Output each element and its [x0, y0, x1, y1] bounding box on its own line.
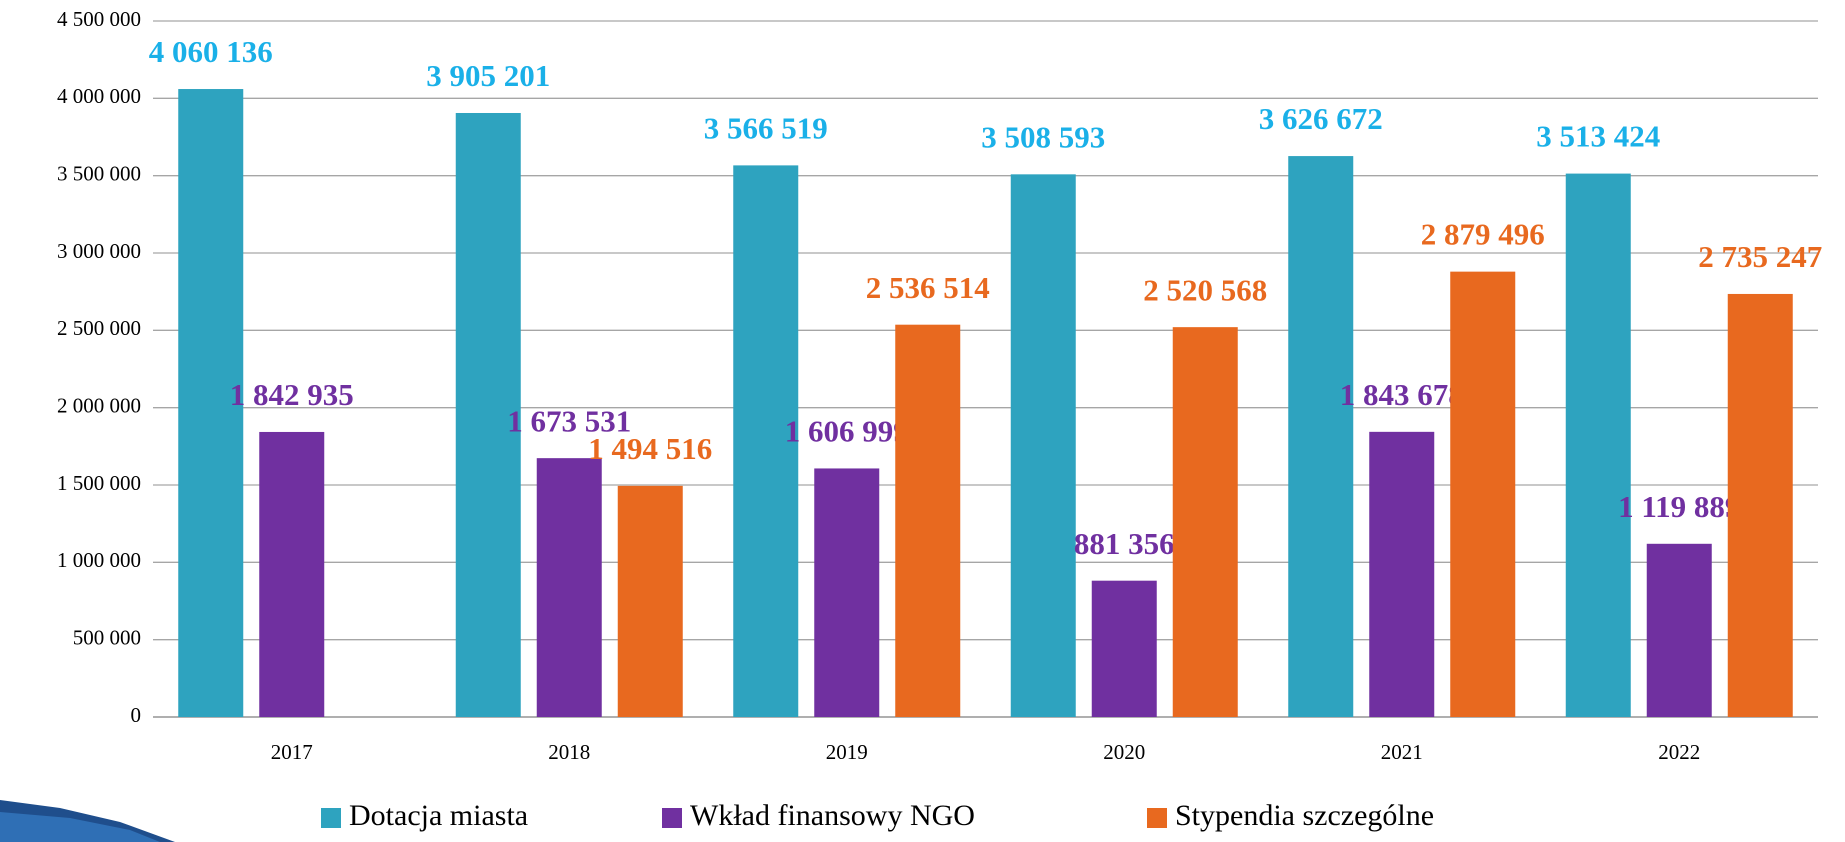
bar [1565, 173, 1631, 717]
data-label: 1 606 999 [785, 414, 909, 449]
data-label: 1 843 678 [1340, 377, 1464, 412]
y-tick-label: 1 500 000 [57, 471, 141, 495]
legend-label: Stypendia szczególne [1175, 799, 1434, 832]
legend-swatch [321, 808, 341, 828]
data-label: 1 673 531 [507, 403, 631, 438]
x-tick-label: 2019 [826, 740, 868, 764]
bar [1646, 543, 1712, 717]
data-label: 2 536 514 [866, 270, 990, 305]
y-tick-label: 3 500 000 [57, 161, 141, 185]
data-label: 4 060 136 [149, 34, 273, 69]
data-label: 1 842 935 [230, 377, 354, 412]
legend-swatch [1147, 808, 1167, 828]
y-tick-label: 3 000 000 [57, 239, 141, 263]
data-label: 2 879 496 [1421, 217, 1545, 252]
x-tick-label: 2018 [548, 740, 590, 764]
legend-swatch [662, 808, 682, 828]
y-tick-label: 1 000 000 [57, 548, 141, 572]
data-label: 1 494 516 [588, 431, 712, 466]
bar [1727, 293, 1793, 717]
bar [617, 485, 683, 717]
bar [733, 165, 799, 717]
y-tick-label: 4 000 000 [57, 84, 141, 108]
x-tick-label: 2020 [1103, 740, 1145, 764]
legend-label: Wkład finansowy NGO [690, 799, 975, 832]
bar [178, 89, 244, 718]
data-label: 1 119 889 [1618, 489, 1740, 524]
y-tick-label: 500 000 [73, 625, 141, 649]
bar [895, 324, 961, 717]
bar [1288, 156, 1354, 718]
data-label: 2 520 568 [1143, 272, 1267, 307]
decoration [0, 812, 160, 842]
y-tick-label: 2 000 000 [57, 393, 141, 417]
bar [1091, 580, 1157, 717]
legend-label: Dotacja miasta [349, 799, 528, 832]
data-label: 881 356 [1074, 526, 1175, 561]
bar [536, 458, 602, 717]
data-label: 3 566 519 [704, 110, 828, 145]
y-tick-label: 2 500 000 [57, 316, 141, 340]
bar [1172, 327, 1238, 717]
bar [814, 468, 880, 717]
bar [1369, 431, 1435, 717]
data-label: 2 735 247 [1698, 239, 1822, 274]
bar [1450, 271, 1516, 717]
y-tick-label: 0 [131, 703, 142, 727]
x-tick-label: 2021 [1381, 740, 1423, 764]
data-label: 3 513 424 [1536, 119, 1660, 154]
data-label: 3 508 593 [981, 119, 1105, 154]
bar [1010, 174, 1076, 717]
x-tick-label: 2017 [271, 740, 313, 764]
data-label: 3 626 672 [1259, 101, 1383, 136]
x-tick-label: 2022 [1658, 740, 1700, 764]
data-label: 3 905 201 [426, 58, 550, 93]
y-tick-label: 4 500 000 [57, 7, 141, 31]
bar [259, 431, 325, 717]
bar [455, 112, 521, 717]
